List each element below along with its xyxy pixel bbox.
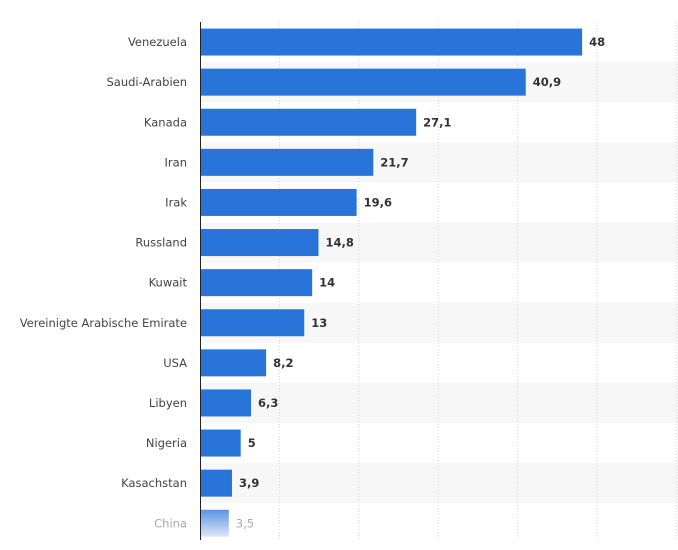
value-label: 21,7 [380, 155, 408, 169]
category-label: Iran [165, 155, 187, 169]
bar [201, 68, 526, 96]
category-label: Irak [165, 195, 187, 209]
value-label: 19,6 [364, 195, 392, 209]
bar [201, 148, 374, 176]
category-label: USA [163, 356, 187, 370]
row-background [201, 463, 678, 504]
value-label: 14,8 [326, 236, 354, 250]
value-label: 40,9 [533, 75, 561, 89]
category-label: Saudi-Arabien [106, 75, 187, 89]
bar [201, 229, 319, 257]
row-background [201, 382, 678, 423]
value-label: 8,2 [273, 356, 293, 370]
bar [201, 309, 305, 337]
value-label: 5 [248, 436, 256, 450]
category-label: Russland [135, 236, 187, 250]
bar [201, 469, 232, 497]
category-label: Nigeria [146, 436, 187, 450]
category-label: China [154, 516, 187, 530]
bar [201, 28, 583, 56]
value-label: 14 [319, 276, 335, 290]
category-label: Venezuela [128, 35, 187, 49]
category-label: Kasachstan [121, 476, 187, 490]
category-label: Vereinigte Arabische Emirate [20, 316, 187, 330]
bar [201, 188, 357, 216]
category-label: Kanada [144, 115, 187, 129]
value-label: 13 [311, 316, 327, 330]
value-label: 6,3 [258, 396, 278, 410]
value-label: 3,9 [239, 476, 259, 490]
bar [201, 509, 229, 537]
category-label: Kuwait [149, 276, 188, 290]
bar [201, 108, 417, 136]
value-label: 27,1 [423, 115, 451, 129]
value-label: 48 [589, 35, 605, 49]
value-label: 3,5 [236, 516, 254, 530]
bar [201, 389, 252, 417]
bar [201, 429, 241, 457]
bar [201, 269, 313, 297]
bar [201, 349, 267, 377]
category-label: Libyen [149, 396, 187, 410]
